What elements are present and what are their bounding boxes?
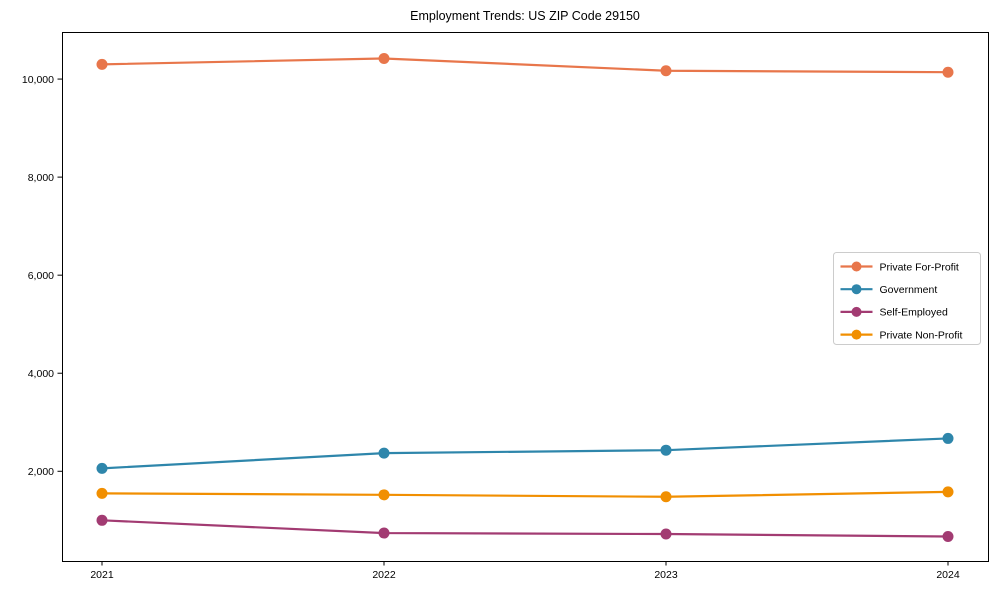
data-point-private-for-profit xyxy=(942,66,954,78)
y-tick-label: 6,000 xyxy=(28,270,54,282)
series-line-private-non-profit xyxy=(101,490,949,498)
data-point-private-non-profit xyxy=(942,486,954,498)
data-point-self-employed xyxy=(660,528,672,540)
data-point-self-employed xyxy=(96,514,108,526)
legend-marker-private-for-profit xyxy=(851,261,862,272)
y-tick-label: 4,000 xyxy=(28,368,54,380)
data-point-private-non-profit xyxy=(660,491,672,503)
plot-border xyxy=(62,32,989,562)
legend-label-private-for-profit: Private For-Profit xyxy=(880,261,959,273)
data-point-government xyxy=(942,432,954,444)
data-point-government xyxy=(96,462,108,474)
data-point-private-for-profit xyxy=(378,52,390,64)
data-point-private-non-profit xyxy=(96,487,108,499)
series-line-private-for-profit xyxy=(101,57,949,74)
data-point-government xyxy=(660,444,672,456)
series-line-self-employed xyxy=(101,519,949,538)
chart-title: Employment Trends: US ZIP Code 29150 xyxy=(410,9,640,23)
data-point-private-for-profit xyxy=(660,65,672,77)
data-point-private-for-profit xyxy=(96,58,108,70)
x-tick-label: 2021 xyxy=(90,569,114,581)
data-point-self-employed xyxy=(942,530,954,542)
legend-box xyxy=(833,252,981,345)
x-tick-label: 2024 xyxy=(936,569,960,581)
legend-marker-private-non-profit xyxy=(851,329,862,340)
data-point-private-non-profit xyxy=(378,489,390,501)
x-tick-label: 2022 xyxy=(372,569,396,581)
data-point-self-employed xyxy=(378,527,390,539)
legend-marker-government xyxy=(851,284,862,295)
y-tick-label: 2,000 xyxy=(28,466,54,478)
legend-label-government: Government xyxy=(880,284,938,296)
data-point-government xyxy=(378,447,390,459)
y-tick-label: 10,000 xyxy=(22,74,54,86)
y-tick-label: 8,000 xyxy=(28,172,54,184)
series-line-government xyxy=(101,437,949,470)
legend-label-private-non-profit: Private Non-Profit xyxy=(880,329,963,341)
legend-label-self-employed: Self-Employed xyxy=(880,307,948,319)
legend-marker-self-employed xyxy=(851,306,862,317)
x-tick-label: 2023 xyxy=(654,569,678,581)
